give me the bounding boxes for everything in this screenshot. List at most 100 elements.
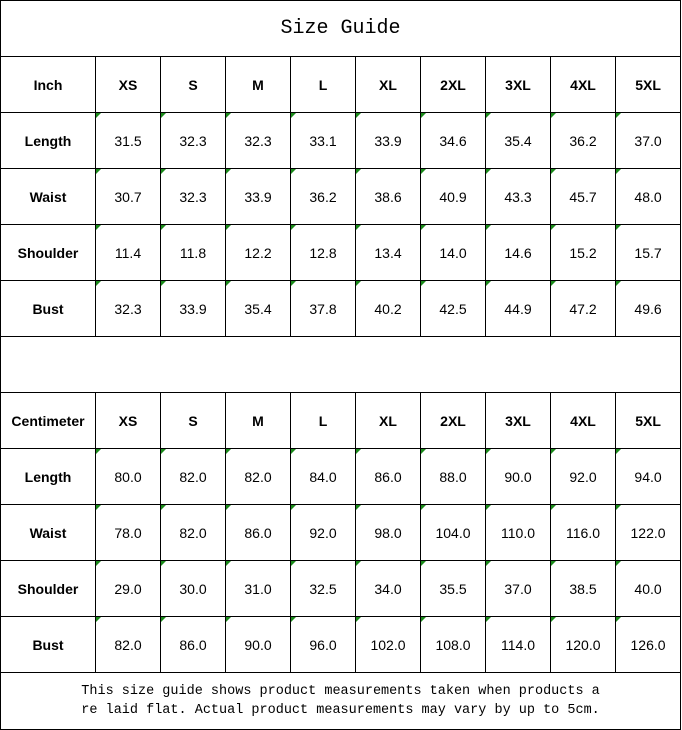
size-header: 4XL (550, 392, 616, 449)
measurement-value: 40.9 (420, 168, 486, 225)
measurement-value: 86.0 (160, 616, 226, 673)
page-title: Size Guide (0, 0, 682, 57)
measurement-value: 31.5 (95, 112, 161, 169)
measurement-value: 88.0 (420, 448, 486, 505)
measurement-value: 35.4 (485, 112, 551, 169)
measurement-value: 33.9 (355, 112, 421, 169)
measurement-value: 116.0 (550, 504, 616, 561)
measurement-value: 40.2 (355, 280, 421, 337)
measurement-label: Length (0, 112, 96, 169)
inch-header-row: Inch XS S M L XL 2XL 3XL 4XL 5XL (0, 56, 682, 113)
note-line: This size guide shows product measuremen… (81, 684, 600, 699)
measurement-value: 37.8 (290, 280, 356, 337)
table-row: Shoulder 11.4 11.8 12.2 12.8 13.4 14.0 14.6 15.2… (0, 224, 682, 281)
size-header: 5XL (614, 56, 682, 113)
measurement-value: 32.3 (160, 168, 226, 225)
measurement-value: 43.3 (485, 168, 551, 225)
unit-label: Centimeter (0, 392, 96, 449)
size-header: 2XL (420, 56, 486, 113)
measurement-value: 32.3 (95, 280, 161, 337)
measurement-value: 82.0 (225, 448, 291, 505)
size-header: S (160, 392, 226, 449)
measurement-value: 90.0 (485, 448, 551, 505)
measurement-label: Length (0, 448, 96, 505)
table-row: Waist 78.0 82.0 86.0 92.0 98.0 104.0 110.0 116.0… (0, 504, 682, 561)
measurement-value: 90.0 (225, 616, 291, 673)
measurement-value: 32.3 (160, 112, 226, 169)
measurement-label: Bust (0, 616, 96, 673)
measurement-value: 30.7 (95, 168, 161, 225)
size-header: L (290, 56, 356, 113)
size-header: M (225, 392, 291, 449)
table-row: Length 80.0 82.0 82.0 84.0 86.0 88.0 90.0 92.0 94… (0, 448, 682, 505)
measurement-value: 44.9 (485, 280, 551, 337)
measurement-value: 11.4 (95, 224, 161, 281)
size-header: L (290, 392, 356, 449)
measurement-value: 12.8 (290, 224, 356, 281)
measurement-value: 110.0 (485, 504, 551, 561)
cm-header-row: Centimeter XS S M L XL 2XL 3XL 4XL 5XL (0, 392, 682, 449)
measurement-value: 15.2 (550, 224, 616, 281)
measurement-value: 35.4 (225, 280, 291, 337)
measurement-value: 35.5 (420, 560, 486, 617)
size-header: 2XL (420, 392, 486, 449)
size-header: XS (95, 392, 161, 449)
note-line: re laid flat. Actual product measurement… (81, 703, 600, 718)
measurement-label: Bust (0, 280, 96, 337)
measurement-value: 108.0 (420, 616, 486, 673)
measurement-value: 92.0 (550, 448, 616, 505)
measurement-value: 36.2 (550, 112, 616, 169)
measurement-value: 11.8 (160, 224, 226, 281)
measurement-value: 78.0 (95, 504, 161, 561)
size-header: 5XL (614, 392, 682, 449)
measurement-value: 82.0 (160, 448, 226, 505)
measurement-label: Shoulder (0, 560, 96, 617)
measurement-value: 13.4 (355, 224, 421, 281)
size-header: 3XL (485, 56, 551, 113)
table-row: Waist 30.7 32.3 33.9 36.2 38.6 40.9 43.3 45.7 48.… (0, 168, 682, 225)
measurement-value: 102.0 (355, 616, 421, 673)
size-header: XS (95, 56, 161, 113)
measurement-value: 98.0 (355, 504, 421, 561)
measurement-value: 33.9 (225, 168, 291, 225)
measurement-value: 47.2 (550, 280, 616, 337)
measurement-value: 32.3 (225, 112, 291, 169)
measurement-value: 32.5 (290, 560, 356, 617)
measurement-value: 96.0 (290, 616, 356, 673)
measurement-value: 92.0 (290, 504, 356, 561)
measurement-value: 34.6 (420, 112, 486, 169)
measurement-value: 33.1 (290, 112, 356, 169)
table-row: Bust 82.0 86.0 90.0 96.0 102.0 108.0 114.0 120.0… (0, 616, 682, 673)
measurement-label: Waist (0, 504, 96, 561)
size-header: XL (355, 56, 421, 113)
unit-label: Inch (0, 56, 96, 113)
size-note: This size guide shows product measuremen… (0, 672, 682, 730)
measurement-value: 40.0 (614, 560, 682, 617)
measurement-value: 86.0 (225, 504, 291, 561)
measurement-label: Shoulder (0, 224, 96, 281)
measurement-value: 82.0 (95, 616, 161, 673)
measurement-value: 15.7 (614, 224, 682, 281)
measurement-value: 80.0 (95, 448, 161, 505)
measurement-value: 84.0 (290, 448, 356, 505)
measurement-value: 31.0 (225, 560, 291, 617)
size-header: M (225, 56, 291, 113)
measurement-value: 36.2 (290, 168, 356, 225)
size-header: 3XL (485, 392, 551, 449)
measurement-value: 49.6 (614, 280, 682, 337)
measurement-value: 12.2 (225, 224, 291, 281)
measurement-value: 94.0 (614, 448, 682, 505)
measurement-value: 14.6 (485, 224, 551, 281)
size-header: 4XL (550, 56, 616, 113)
measurement-value: 37.0 (614, 112, 682, 169)
measurement-value: 38.5 (550, 560, 616, 617)
size-header: S (160, 56, 226, 113)
measurement-value: 33.9 (160, 280, 226, 337)
measurement-value: 29.0 (95, 560, 161, 617)
measurement-value: 104.0 (420, 504, 486, 561)
measurement-value: 120.0 (550, 616, 616, 673)
measurement-value: 38.6 (355, 168, 421, 225)
size-header: XL (355, 392, 421, 449)
measurement-value: 114.0 (485, 616, 551, 673)
